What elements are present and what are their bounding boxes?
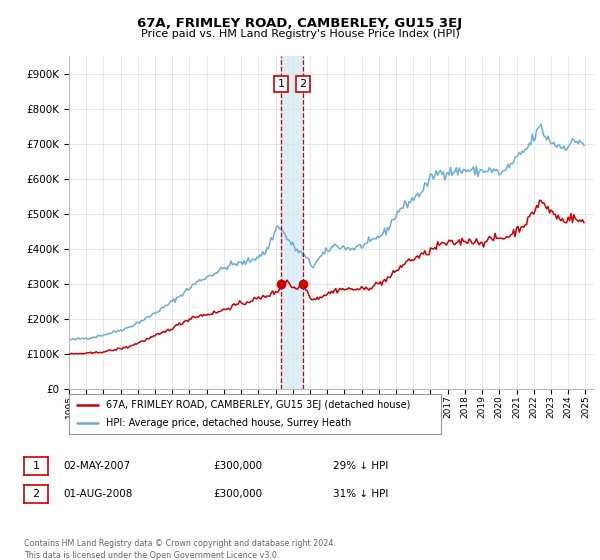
Text: 2: 2 (32, 489, 40, 499)
Text: 1: 1 (278, 79, 285, 89)
Text: 31% ↓ HPI: 31% ↓ HPI (333, 489, 388, 499)
Text: Contains HM Land Registry data © Crown copyright and database right 2024.
This d: Contains HM Land Registry data © Crown c… (24, 539, 336, 559)
Text: 29% ↓ HPI: 29% ↓ HPI (333, 461, 388, 471)
Text: 02-MAY-2007: 02-MAY-2007 (63, 461, 130, 471)
Text: £300,000: £300,000 (213, 489, 262, 499)
Text: 2: 2 (299, 79, 307, 89)
Bar (281, 56, 303, 389)
Text: Price paid vs. HM Land Registry's House Price Index (HPI): Price paid vs. HM Land Registry's House … (140, 29, 460, 39)
Text: £300,000: £300,000 (213, 461, 262, 471)
Text: HPI: Average price, detached house, Surrey Heath: HPI: Average price, detached house, Surr… (106, 418, 352, 428)
Text: 01-AUG-2008: 01-AUG-2008 (63, 489, 133, 499)
Text: 67A, FRIMLEY ROAD, CAMBERLEY, GU15 3EJ (detached house): 67A, FRIMLEY ROAD, CAMBERLEY, GU15 3EJ (… (106, 400, 410, 409)
Text: 1: 1 (32, 461, 40, 471)
Text: 67A, FRIMLEY ROAD, CAMBERLEY, GU15 3EJ: 67A, FRIMLEY ROAD, CAMBERLEY, GU15 3EJ (137, 17, 463, 30)
